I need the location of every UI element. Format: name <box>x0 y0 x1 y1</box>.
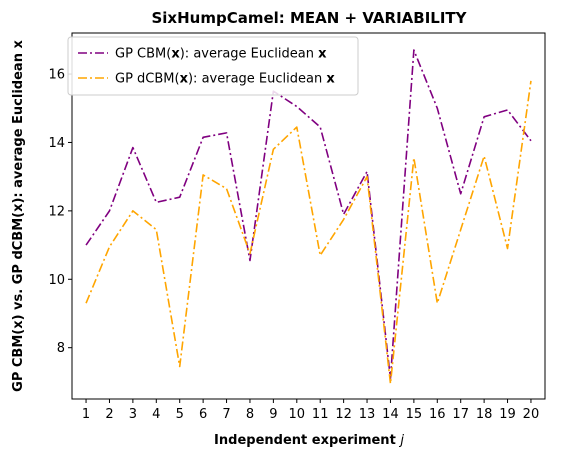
x-tick-label: 13 <box>359 407 376 422</box>
legend-label: GP CBM(x): average Euclidean x <box>115 47 327 62</box>
y-tick-label: 12 <box>48 204 65 219</box>
x-tick-label: 20 <box>523 407 540 422</box>
x-tick-label: 12 <box>335 407 352 422</box>
x-tick-label: 18 <box>476 407 493 422</box>
x-tick-label: 3 <box>129 407 137 422</box>
x-tick-label: 1 <box>82 407 90 422</box>
y-tick-label: 14 <box>48 136 65 151</box>
x-tick-label: 19 <box>499 407 516 422</box>
legend: GP CBM(x): average Euclidean x GP dCBM(x)… <box>68 37 358 95</box>
plot-area <box>86 50 531 384</box>
x-axis: 1 2 3 4 5 6 7 8 9 10 11 12 13 14 15 16 17 18 19 20 <box>82 399 539 422</box>
series-line-1 <box>86 50 531 378</box>
y-tick-label: 8 <box>57 341 65 356</box>
x-tick-label: 6 <box>199 407 207 422</box>
x-tick-label: 10 <box>289 407 306 422</box>
y-axis-label: GP CBM(x) vs. GP dCBM(x): average Euclid… <box>11 40 26 392</box>
x-tick-label: 14 <box>382 407 399 422</box>
x-tick-label: 7 <box>222 407 230 422</box>
x-tick-label: 15 <box>406 407 423 422</box>
x-tick-label: 8 <box>246 407 254 422</box>
x-tick-label: 16 <box>429 407 446 422</box>
x-axis-label: Independent experiment j <box>214 433 404 448</box>
legend-label: GP dCBM(x): average Euclidean x <box>115 72 335 87</box>
y-tick-label: 10 <box>48 273 65 288</box>
x-tick-label: 4 <box>152 407 160 422</box>
x-tick-label: 11 <box>312 407 329 422</box>
x-tick-label: 17 <box>452 407 469 422</box>
y-axis: 8 10 12 14 16 <box>48 68 72 357</box>
chart-title: SixHumpCamel: MEAN + VARIABILITY <box>151 9 467 27</box>
y-tick-label: 16 <box>48 68 65 83</box>
x-tick-label: 5 <box>176 407 184 422</box>
x-tick-label: 2 <box>105 407 113 422</box>
series-line-2 <box>86 81 531 384</box>
x-tick-label: 9 <box>269 407 277 422</box>
